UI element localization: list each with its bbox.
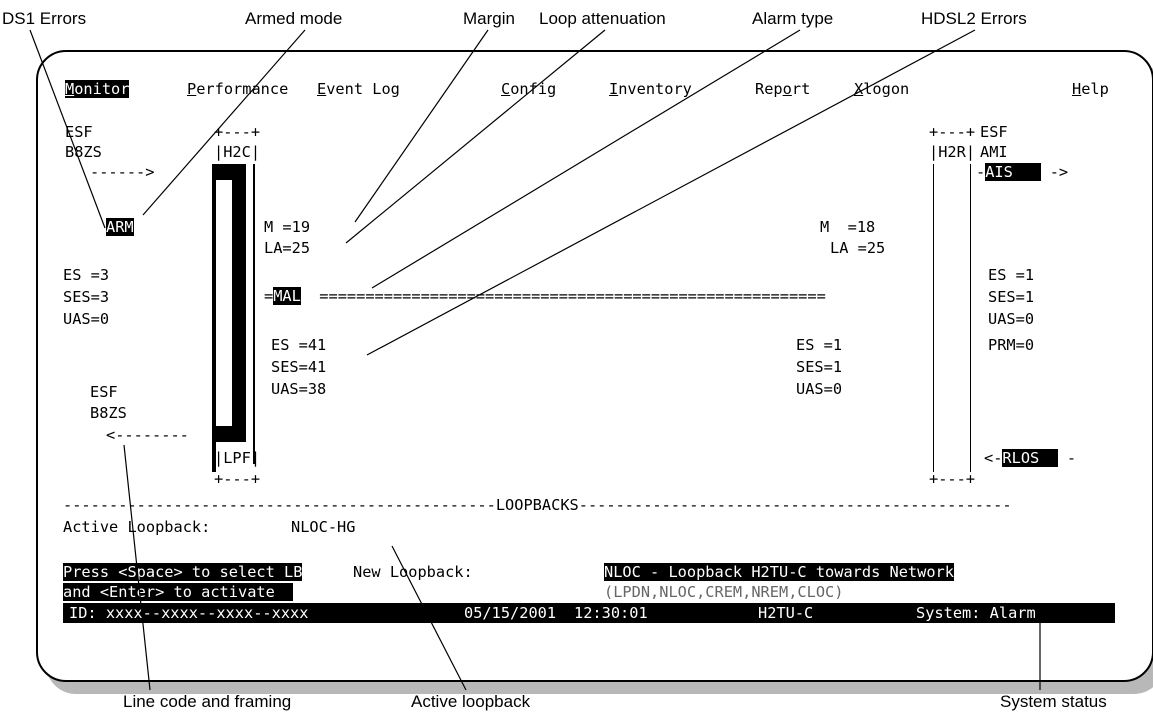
hdsl2-es-r: ES =1	[796, 336, 843, 354]
left-uas: UAS=0	[63, 310, 110, 328]
right-uas: UAS=0	[988, 310, 1035, 328]
menu-report[interactable]: Report	[755, 80, 811, 98]
callout-armed-mode: Armed mode	[245, 9, 343, 28]
h2c-label: H2C	[223, 143, 251, 161]
h2c-loop-bottom	[212, 426, 246, 442]
right-framing: ESF	[980, 123, 1008, 141]
menu-help[interactable]: Help	[1072, 80, 1109, 98]
system-status: System: Alarm	[916, 604, 1036, 622]
h2c-lpf-row: |LPF|	[214, 449, 261, 467]
left-arrow-out: <--------	[106, 426, 189, 444]
hdsl2-ses-c: SES=41	[271, 358, 327, 376]
menu-monitor[interactable]: Monitor	[65, 80, 130, 98]
instruction-line-2: and <Enter> to activate	[63, 582, 294, 602]
h2c-label-row: |H2C|	[214, 143, 261, 161]
left-linecode-top: B8ZS	[65, 143, 102, 161]
right-alarm-in-row: <-RLOS -	[984, 449, 1077, 467]
h2c-left-edge	[212, 164, 216, 472]
right-linecode: AMI	[980, 143, 1008, 161]
menu-config[interactable]: Config	[501, 80, 557, 98]
h2r-label: H2R	[938, 143, 966, 161]
h2c-right-edge	[253, 164, 255, 464]
h2c-box-top: +---+	[214, 123, 261, 141]
left-framing-bottom: ESF	[90, 383, 118, 401]
callout-line-code: Line code and framing	[123, 692, 292, 711]
status-time: 12:30:01	[574, 604, 648, 622]
hdsl2-ses-r: SES=1	[796, 358, 843, 376]
active-loopback-label: Active Loopback:	[63, 518, 211, 536]
margin-c: M =19	[264, 218, 311, 236]
callout-ds1-errors: DS1 Errors	[2, 9, 87, 28]
right-alarm-out-row: -AIS ->	[976, 163, 1069, 181]
h2c-lpf: LPF	[223, 449, 251, 467]
h2r-left-edge	[933, 164, 934, 472]
callout-active-loopback: Active loopback	[411, 692, 531, 711]
callout-loop-attenuation: Loop attenuation	[539, 9, 666, 28]
h2c-loop-top	[212, 164, 246, 180]
left-ses: SES=3	[63, 288, 110, 306]
h2r-box-top: +---+	[929, 123, 976, 141]
terminal-screen: Monitor Performance Event Log Config Inv…	[36, 50, 1153, 682]
right-es: ES =1	[988, 266, 1035, 284]
callout-margin: Margin	[463, 9, 515, 28]
callout-hdsl2-errors: HDSL2 Errors	[921, 9, 1027, 28]
new-loopback-label: New Loopback:	[353, 563, 473, 581]
left-framing-top: ESF	[65, 123, 93, 141]
loop-attenuation-r: LA =25	[830, 239, 886, 257]
right-alarm-out: AIS	[985, 163, 1013, 181]
right-alarm-in: RLOS	[1002, 449, 1040, 467]
h2c-box-bottom: +---+	[214, 470, 261, 488]
hdsl2-uas-r: UAS=0	[796, 380, 843, 398]
status-id: ID: xxxx--xxxx--xxxx--xxxx	[69, 604, 309, 622]
right-prm: PRM=0	[988, 336, 1035, 354]
loop-attenuation-c: LA=25	[264, 239, 311, 257]
menu-inventory[interactable]: Inventory	[609, 80, 692, 98]
left-arrow-in: ------>	[90, 163, 155, 181]
h2c-loopback-bar	[232, 164, 246, 432]
status-date: 05/15/2001	[464, 604, 557, 622]
new-loopback-select[interactable]: NLOC - Loopback H2TU-C towards Network	[604, 563, 954, 581]
loopbacks-header: ----------------------------------------…	[63, 496, 1012, 514]
hdsl2-es-c: ES =41	[271, 336, 327, 354]
hdsl2-uas-c: UAS=38	[271, 380, 327, 398]
menu-logoff[interactable]: Xlogon	[854, 80, 910, 98]
left-linecode-bottom: B8ZS	[90, 404, 127, 422]
menu-performance[interactable]: Performance	[187, 80, 289, 98]
h2r-right-edge	[970, 164, 971, 472]
callout-system-status: System status	[1000, 692, 1107, 711]
h2r-box-bottom: +---+	[929, 470, 976, 488]
instruction-line-1: Press <Space> to select LB	[63, 563, 303, 581]
callout-alarm-type: Alarm type	[752, 9, 834, 28]
status-bar	[63, 603, 1115, 623]
status-unit: H2TU-C	[758, 604, 814, 622]
menu-event-log[interactable]: Event Log	[317, 80, 400, 98]
span-line-row: =MAL ===================================…	[264, 287, 826, 305]
loopback-options: (LPDN,NLOC,CREM,NREM,CLOC)	[604, 583, 844, 601]
active-loopback-value: NLOC-HG	[291, 518, 356, 536]
h2r-label-row: |H2R|	[929, 143, 976, 161]
right-ses: SES=1	[988, 288, 1035, 306]
margin-r: M =18	[820, 218, 876, 236]
armed-mode-indicator: ARM	[106, 218, 134, 236]
left-es: ES =3	[63, 266, 110, 284]
alarm-type-badge: MAL	[273, 287, 301, 305]
